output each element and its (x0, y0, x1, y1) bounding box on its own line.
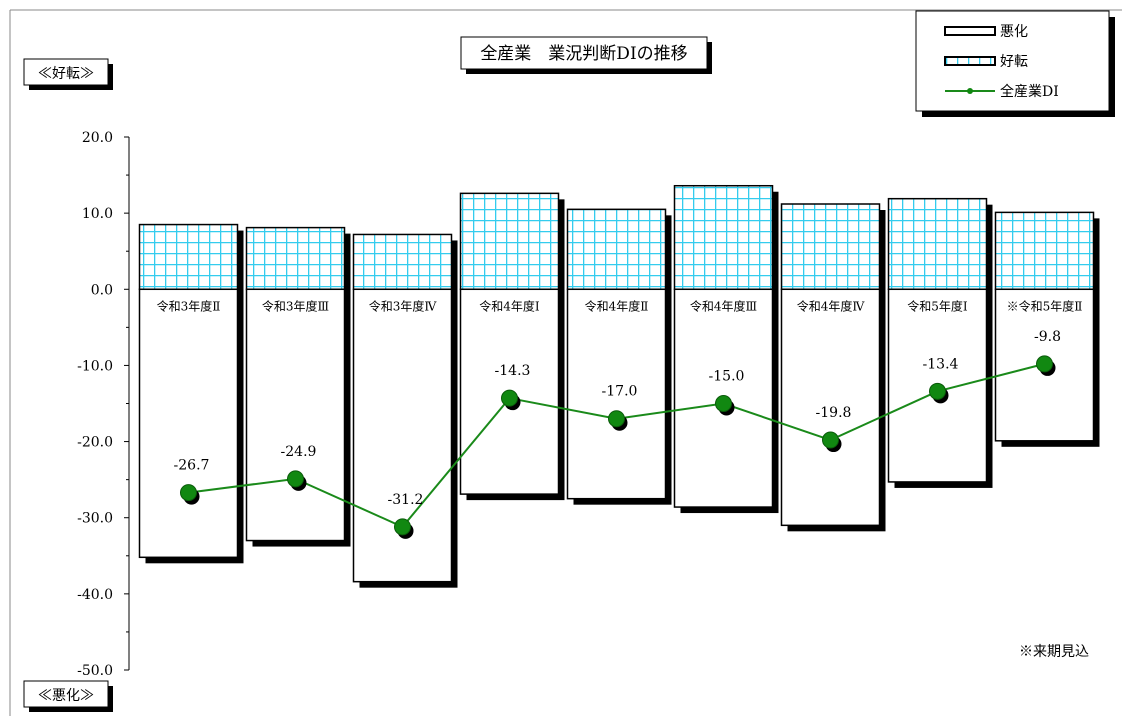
bar-better (566, 208, 667, 291)
y-tick-label: -40.0 (77, 587, 113, 603)
y-tick-label: -20.0 (77, 435, 113, 451)
bar-better (994, 211, 1095, 291)
bar-better (245, 226, 346, 291)
legend-swatch-better (944, 56, 996, 66)
category-label: ※令和5年度Ⅱ (1007, 298, 1083, 313)
di-value-label: -9.8 (1034, 329, 1061, 345)
forecast-note: ※来期見込 (1019, 644, 1089, 660)
di-value-label: -24.9 (281, 444, 317, 460)
di-value-label: -13.4 (923, 356, 959, 372)
di-value-label: -19.8 (816, 405, 852, 421)
bar-better (138, 223, 239, 291)
title-box (460, 36, 708, 70)
category-labels: 令和3年度Ⅱ 令和3年度Ⅲ 令和3年度Ⅳ 令和4年度Ⅰ 令和4年度Ⅱ 令和4年度Ⅲ 令和4年… (157, 298, 1083, 313)
lower-label-box (23, 680, 109, 708)
y-tick-label: 0.0 (91, 282, 113, 298)
legend-label-worse: 悪化 (1000, 24, 1028, 40)
bars (138, 184, 1100, 588)
category-label: 令和5年度Ⅰ (907, 298, 968, 313)
category-label: 令和4年度Ⅱ (585, 298, 649, 313)
lower-axis-label: ≪悪化≫ (38, 688, 94, 704)
bar-worse (245, 288, 346, 542)
bar-better (673, 184, 774, 291)
di-point (501, 389, 518, 407)
chart-title: 全産業 業況判断DIの推移 (480, 44, 687, 64)
di-value-label: -14.3 (495, 363, 531, 379)
legend-swatch-di-marker (967, 88, 973, 94)
category-label: 令和3年度Ⅲ (262, 298, 329, 313)
upper-label-box (23, 58, 109, 86)
di-point (929, 382, 946, 400)
di-point (287, 470, 304, 488)
di-value-label: -26.7 (174, 458, 210, 474)
category-label: 令和3年度Ⅱ (157, 298, 221, 313)
bar-better (887, 197, 988, 291)
bar-worse (780, 288, 881, 527)
bar-better (459, 192, 560, 291)
di-line-series (180, 355, 1056, 539)
di-value-label: -31.2 (388, 492, 424, 508)
di-value-labels: -26.7 -24.9 -31.2 -14.3 -17.0 -15.0 -19.8 -13.4… (174, 329, 1061, 508)
y-axis-ticks: 20.0 10.0 0.0 -10.0 -20.0 -30.0 -40.0 -50.0 (77, 130, 129, 679)
category-label: 令和4年度Ⅳ (797, 298, 866, 313)
y-tick-label: -10.0 (77, 358, 113, 374)
bar-worse (138, 288, 239, 559)
bar-better (352, 233, 453, 291)
di-point (1036, 355, 1053, 373)
legend-label-di: 全産業DI (1000, 83, 1059, 100)
y-tick-label: -50.0 (77, 663, 113, 679)
di-point (180, 484, 197, 502)
category-label: 令和3年度Ⅳ (369, 298, 438, 313)
category-label: 令和4年度Ⅲ (690, 298, 757, 313)
y-tick-label: 10.0 (82, 206, 113, 222)
di-value-label: -15.0 (709, 369, 745, 385)
legend-label-better: 好転 (1000, 54, 1028, 70)
di-point (394, 518, 411, 536)
bar-better (780, 203, 881, 291)
legend: 悪化 好転 全産業DI (915, 10, 1115, 117)
legend-swatch-worse (944, 26, 996, 36)
di-point (822, 431, 839, 449)
y-tick-label: 20.0 (82, 130, 113, 146)
upper-axis-label: ≪好転≫ (38, 66, 94, 82)
bar-worse (566, 288, 667, 500)
di-point (715, 395, 732, 412)
di-point (608, 410, 625, 428)
y-tick-label: -30.0 (77, 511, 113, 527)
category-label: 令和4年度Ⅰ (479, 298, 540, 313)
di-value-label: -17.0 (602, 384, 638, 400)
